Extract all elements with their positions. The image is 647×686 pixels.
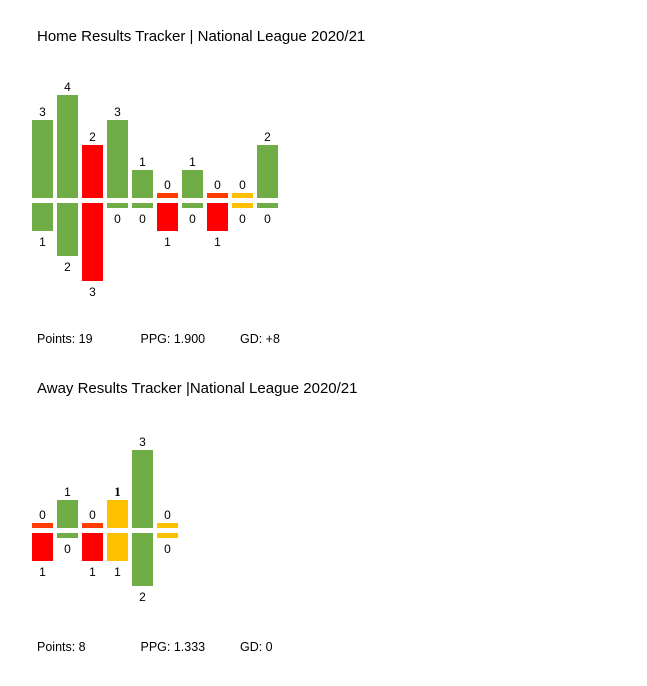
goals-for-bar — [257, 145, 278, 198]
goals-for-bar — [157, 523, 178, 528]
goals-against-bar — [132, 203, 153, 208]
goals-for-bar — [82, 145, 103, 198]
goals-for-bar — [57, 500, 78, 528]
goals-against-value-label: 1 — [89, 565, 96, 579]
goals-against-value-label: 1 — [39, 565, 46, 579]
goals-against-value-label: 1 — [114, 565, 121, 579]
goals-for-bar — [132, 170, 153, 198]
goals-for-bar — [132, 450, 153, 528]
goals-against-bar — [182, 203, 203, 208]
goals-against-value-label: 0 — [189, 212, 196, 226]
goals-for-value-label: 4 — [64, 80, 71, 94]
goals-against-bar — [32, 533, 53, 561]
goals-for-value-label: 0 — [164, 508, 171, 522]
goals-against-value-label: 1 — [164, 235, 171, 249]
goals-for-bar — [57, 95, 78, 198]
goals-for-value-label: 3 — [139, 435, 146, 449]
goals-against-bar — [157, 533, 178, 538]
goals-for-bar — [182, 170, 203, 198]
away-results-chart: 0 1 1 0 0 1 1 1 3 2 0 0 — [32, 434, 182, 604]
goals-against-value-label: 0 — [239, 212, 246, 226]
goals-against-bar — [207, 203, 228, 231]
goals-for-value-label: 1 — [64, 485, 71, 499]
goals-against-bar — [82, 203, 103, 281]
goals-against-value-label: 0 — [64, 542, 71, 556]
goals-for-bar — [107, 500, 128, 528]
home-gd-stat: GD: +8 — [239, 332, 280, 346]
goals-for-bar — [107, 120, 128, 198]
away-ppg-stat: PPG: 1.333 — [140, 640, 206, 654]
goals-for-value-label: 3 — [39, 105, 46, 119]
home-points-stat: Points: 19 — [37, 332, 93, 346]
goals-for-bar — [32, 120, 53, 198]
goals-against-bar — [107, 533, 128, 561]
goals-against-bar — [232, 203, 253, 208]
goals-against-value-label: 3 — [89, 285, 96, 299]
goals-against-bar — [132, 533, 153, 586]
home-ppg-stat: PPG: 1.900 — [140, 332, 206, 346]
away-points-stat: Points: 8 — [37, 640, 86, 654]
goals-against-value-label: 0 — [139, 212, 146, 226]
goals-for-value-label: 0 — [239, 178, 246, 192]
goals-for-bar — [157, 193, 178, 198]
goals-against-value-label: 2 — [64, 260, 71, 274]
home-chart-title: Home Results Tracker | National League 2… — [37, 28, 366, 45]
goals-for-value-label: 0 — [89, 508, 96, 522]
goals-against-value-label: 0 — [164, 542, 171, 556]
goals-against-bar — [107, 203, 128, 208]
goals-for-value-label: 2 — [89, 130, 96, 144]
goals-for-value-label: 2 — [264, 130, 271, 144]
goals-against-bar — [157, 203, 178, 231]
goals-for-value-label: 1 — [189, 155, 196, 169]
goals-for-bar — [232, 193, 253, 198]
goals-for-bar — [207, 193, 228, 198]
goals-against-bar — [82, 533, 103, 561]
goals-against-value-label: 1 — [214, 235, 221, 249]
away-gd-stat: GD: 0 — [239, 640, 273, 654]
goals-for-value-label: 1 — [139, 155, 146, 169]
goals-for-value-label: 0 — [214, 178, 221, 192]
goals-for-bar — [82, 523, 103, 528]
goals-against-value-label: 1 — [39, 235, 46, 249]
goals-against-bar — [57, 533, 78, 538]
goals-for-value-label: 1 — [114, 484, 121, 499]
away-chart-title: Away Results Tracker |National League 20… — [37, 380, 358, 397]
goals-against-value-label: 0 — [114, 212, 121, 226]
goals-against-value-label: 0 — [264, 212, 271, 226]
goals-for-bar — [32, 523, 53, 528]
goals-for-value-label: 0 — [164, 178, 171, 192]
away-stats-row: Points: 8 PPG: 1.333 GD: 0 — [37, 640, 273, 654]
goals-against-bar — [57, 203, 78, 256]
home-results-chart: 3 1 4 2 2 3 3 0 1 0 0 1 1 0 0 1 0 0 2 0 — [32, 79, 282, 299]
goals-for-value-label: 3 — [114, 105, 121, 119]
goals-against-value-label: 2 — [139, 590, 146, 604]
goals-for-value-label: 0 — [39, 508, 46, 522]
home-stats-row: Points: 19 PPG: 1.900 GD: +8 — [37, 332, 280, 346]
goals-against-bar — [257, 203, 278, 208]
goals-against-bar — [32, 203, 53, 231]
